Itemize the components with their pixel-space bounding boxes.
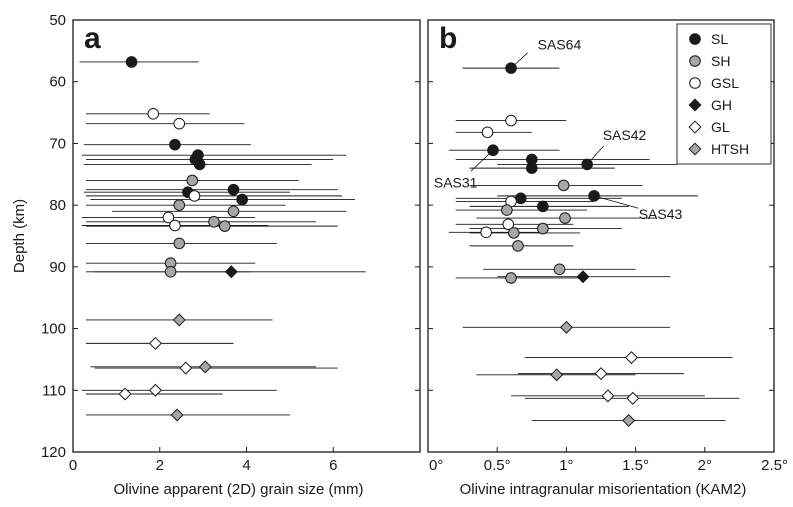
data-point-gl — [601, 389, 615, 403]
x-tick-label: 6 — [329, 457, 337, 474]
data-point-sh — [559, 212, 571, 224]
x-tick-label: 2 — [156, 457, 164, 474]
data-point-htsh — [622, 414, 636, 428]
data-point-gsl — [505, 114, 517, 127]
data-point-gl — [148, 336, 162, 350]
data-point-gl — [624, 351, 638, 365]
sample-label: SAS42 — [603, 127, 647, 143]
legend-label: GH — [711, 97, 732, 113]
data-point-gsl — [480, 226, 492, 239]
data-point-htsh — [559, 320, 573, 334]
data-point-sh — [512, 240, 524, 252]
data-point-gsl — [173, 117, 186, 130]
x-tick-label: 4 — [242, 457, 250, 474]
data-point-sh — [227, 205, 240, 218]
legend-label: GL — [711, 119, 730, 135]
data-point-sh — [173, 199, 186, 211]
legend-label: HTSH — [711, 141, 749, 157]
data-point-sl — [588, 190, 600, 202]
y-tick-label: 80 — [49, 197, 66, 214]
data-point-sl — [581, 158, 593, 171]
data-point-sl — [227, 183, 240, 196]
sample-label: SAS43 — [639, 206, 683, 222]
x-tick-label: 2° — [698, 457, 712, 474]
data-point-sl — [193, 158, 206, 171]
data-point-sh — [557, 179, 570, 192]
data-point-sl — [537, 200, 549, 213]
sample-leader-line — [593, 195, 639, 209]
data-point-sl — [236, 193, 248, 206]
data-point-gsl — [162, 211, 175, 224]
y-tick-label: 100 — [41, 321, 66, 338]
data-point-sh — [537, 222, 549, 235]
data-point-htsh — [172, 313, 186, 327]
data-point-htsh — [198, 360, 212, 374]
data-point-sh — [505, 272, 517, 284]
sample-label: SAS64 — [538, 37, 582, 53]
x-tick-label: 2.5° — [761, 457, 788, 474]
data-point-gsl — [188, 190, 201, 202]
panel-b-frame — [427, 19, 775, 453]
x-tick-label: 0° — [429, 457, 443, 474]
data-point-sl — [487, 144, 499, 157]
data-point-htsh — [170, 408, 184, 422]
data-point-sl — [505, 62, 517, 74]
panel-letter-b: b — [439, 22, 457, 55]
data-point-gh — [576, 270, 590, 284]
y-tick-label: 50 — [49, 12, 66, 29]
data-point-sl — [125, 56, 138, 68]
data-point-sl — [514, 192, 527, 205]
x-tick-label: 0.5° — [484, 457, 511, 474]
data-point-gsl — [481, 126, 494, 139]
data-point-sh — [208, 216, 220, 228]
data-point-sh — [501, 204, 513, 216]
data-point-gl — [118, 387, 132, 401]
y-tick-label: 70 — [49, 135, 66, 152]
data-point-sh — [219, 220, 231, 232]
data-point-sh — [508, 227, 520, 239]
data-point-gsl — [147, 108, 160, 120]
legend-marker-gsl — [689, 77, 701, 89]
data-point-gl — [594, 367, 608, 381]
x-tick-label: 1° — [559, 457, 573, 474]
data-point-gl — [179, 361, 193, 375]
data-point-gl — [626, 391, 640, 405]
panel-a-frame — [72, 19, 421, 453]
data-point-sh — [173, 237, 186, 250]
legend-marker-gl — [688, 120, 702, 134]
data-point-sl — [526, 162, 538, 174]
data-point-htsh — [550, 368, 564, 382]
x-axis-title-a: Olivine apparent (2D) grain size (mm) — [113, 481, 363, 498]
y-tick-label: 120 — [41, 444, 66, 461]
y-axis-title: Depth (km) — [11, 199, 28, 273]
legend-marker-sl — [689, 33, 701, 45]
legend-marker-sh — [689, 55, 701, 67]
y-tick-label: 90 — [49, 259, 66, 276]
legend-label: SL — [711, 31, 728, 47]
y-tick-label: 60 — [49, 74, 66, 91]
data-point-gl — [148, 383, 162, 397]
data-point-sh — [164, 265, 177, 278]
sample-label: SAS31 — [434, 174, 478, 190]
data-point-sh — [186, 174, 199, 187]
data-point-sh — [553, 263, 566, 276]
data-point-gsl — [169, 219, 181, 232]
panel-letter-a: a — [84, 22, 101, 55]
legend-label: SH — [711, 53, 730, 69]
legend-marker-gh — [688, 98, 702, 112]
legend-marker-htsh — [688, 142, 702, 156]
data-point-gh — [224, 265, 238, 279]
x-tick-label: 0 — [69, 457, 77, 474]
x-axis-title-b: Olivine intragranular misorientation (KA… — [460, 481, 747, 498]
data-point-gsl — [502, 218, 515, 231]
legend-label: GSL — [711, 75, 739, 91]
y-tick-label: 110 — [42, 382, 66, 399]
legend-box — [676, 23, 772, 165]
x-tick-label: 1.5° — [622, 457, 649, 474]
data-point-sl — [169, 138, 181, 151]
